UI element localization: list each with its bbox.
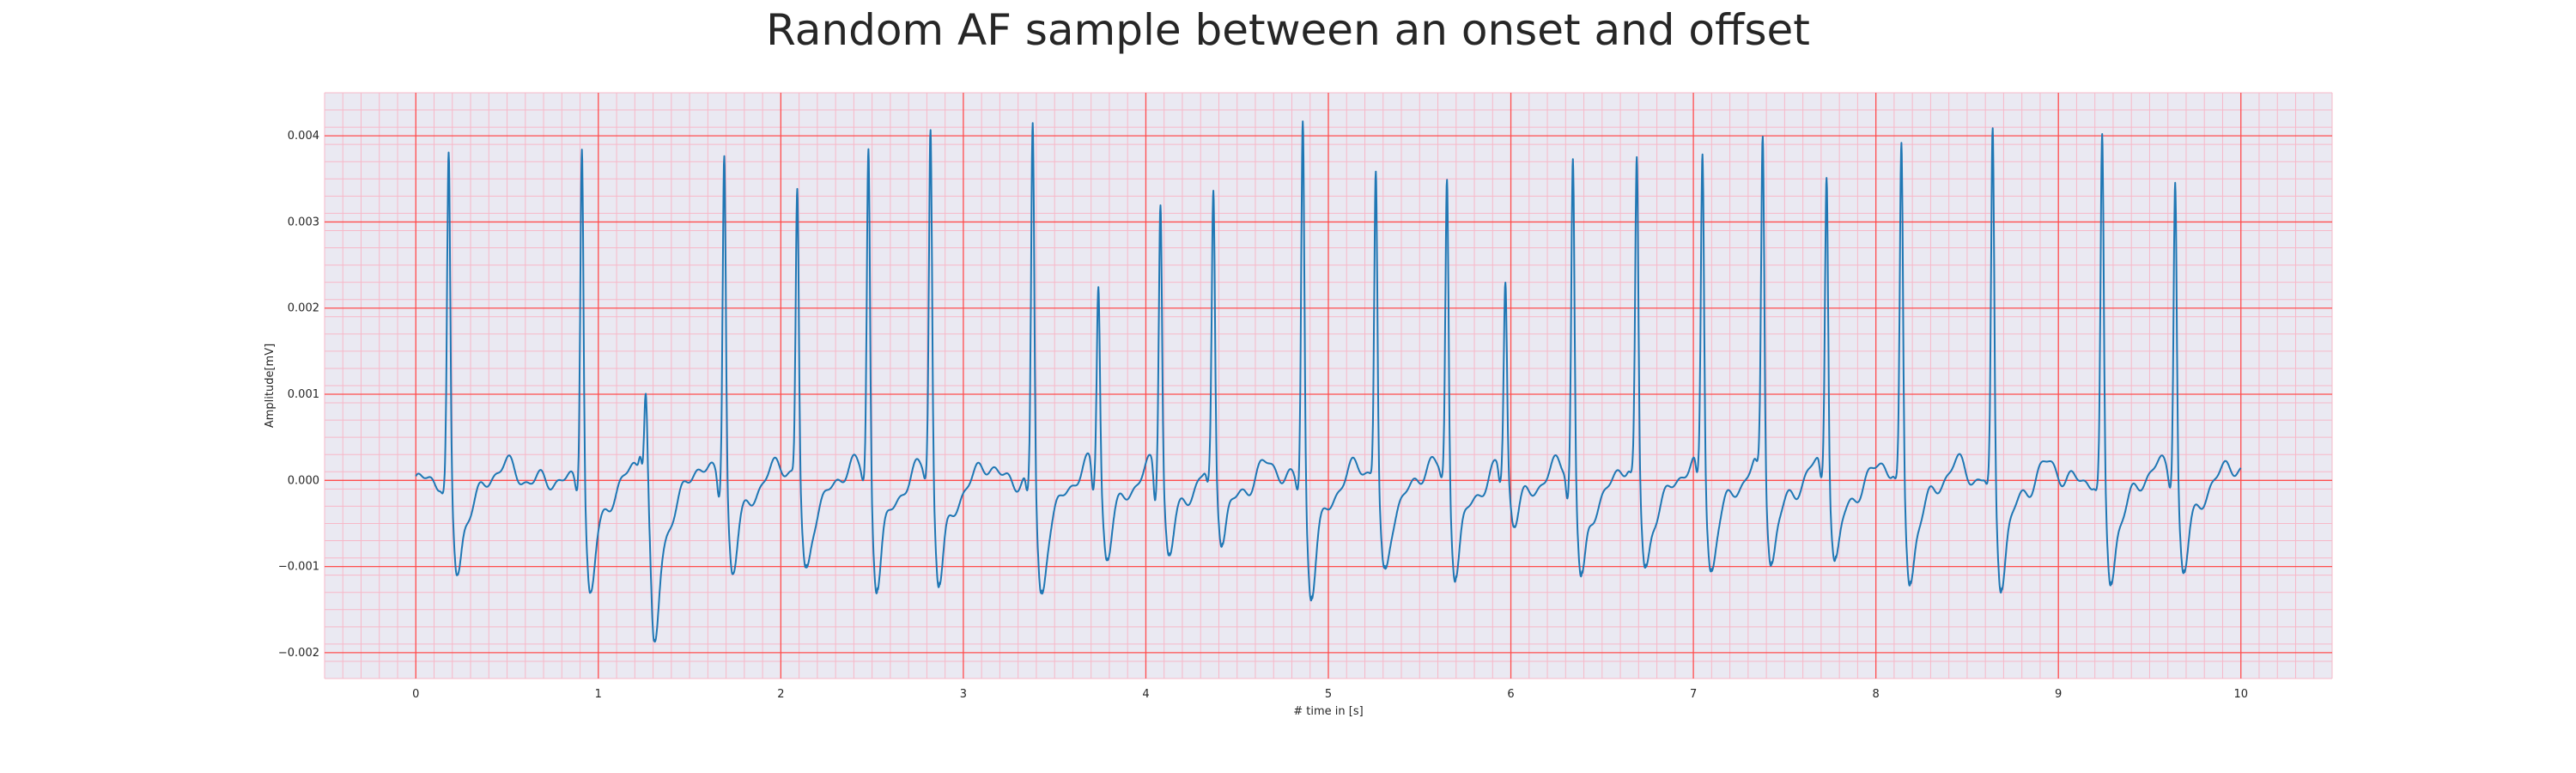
ecg-series-line (415, 120, 2242, 643)
y-tick-label: 0.001 (288, 388, 319, 401)
x-tick-label: 2 (777, 688, 784, 701)
series-layer (415, 120, 2242, 643)
x-tick-label: 6 (1507, 688, 1514, 701)
x-axis-ticks: 0 1 2 3 4 5 6 7 8 9 10 (412, 688, 2248, 701)
x-tick-label: 1 (595, 688, 602, 701)
x-tick-label: 8 (1872, 688, 1879, 701)
y-axis-label: Amplitude[mV] (264, 344, 276, 428)
x-tick-label: 9 (2055, 688, 2062, 701)
y-tick-label: −0.002 (278, 647, 319, 660)
x-axis-label: # time in [s] (1293, 705, 1363, 718)
x-tick-label: 3 (960, 688, 967, 701)
x-tick-label: 0 (412, 688, 419, 701)
y-tick-label: −0.001 (278, 561, 319, 574)
y-tick-label: 0.003 (288, 216, 319, 228)
x-tick-label: 10 (2233, 688, 2248, 701)
major-grid (325, 93, 2332, 679)
y-axis-ticks: −0.002 −0.001 0.000 0.001 0.002 0.003 0.004 (278, 130, 319, 660)
y-tick-label: 0.000 (288, 474, 319, 487)
x-tick-label: 4 (1142, 688, 1149, 701)
y-tick-label: 0.002 (288, 302, 319, 315)
x-tick-label: 5 (1325, 688, 1332, 701)
y-tick-label: 0.004 (288, 130, 319, 143)
chart-title: Random AF sample between an onset and of… (766, 5, 1810, 55)
x-tick-label: 7 (1690, 688, 1697, 701)
